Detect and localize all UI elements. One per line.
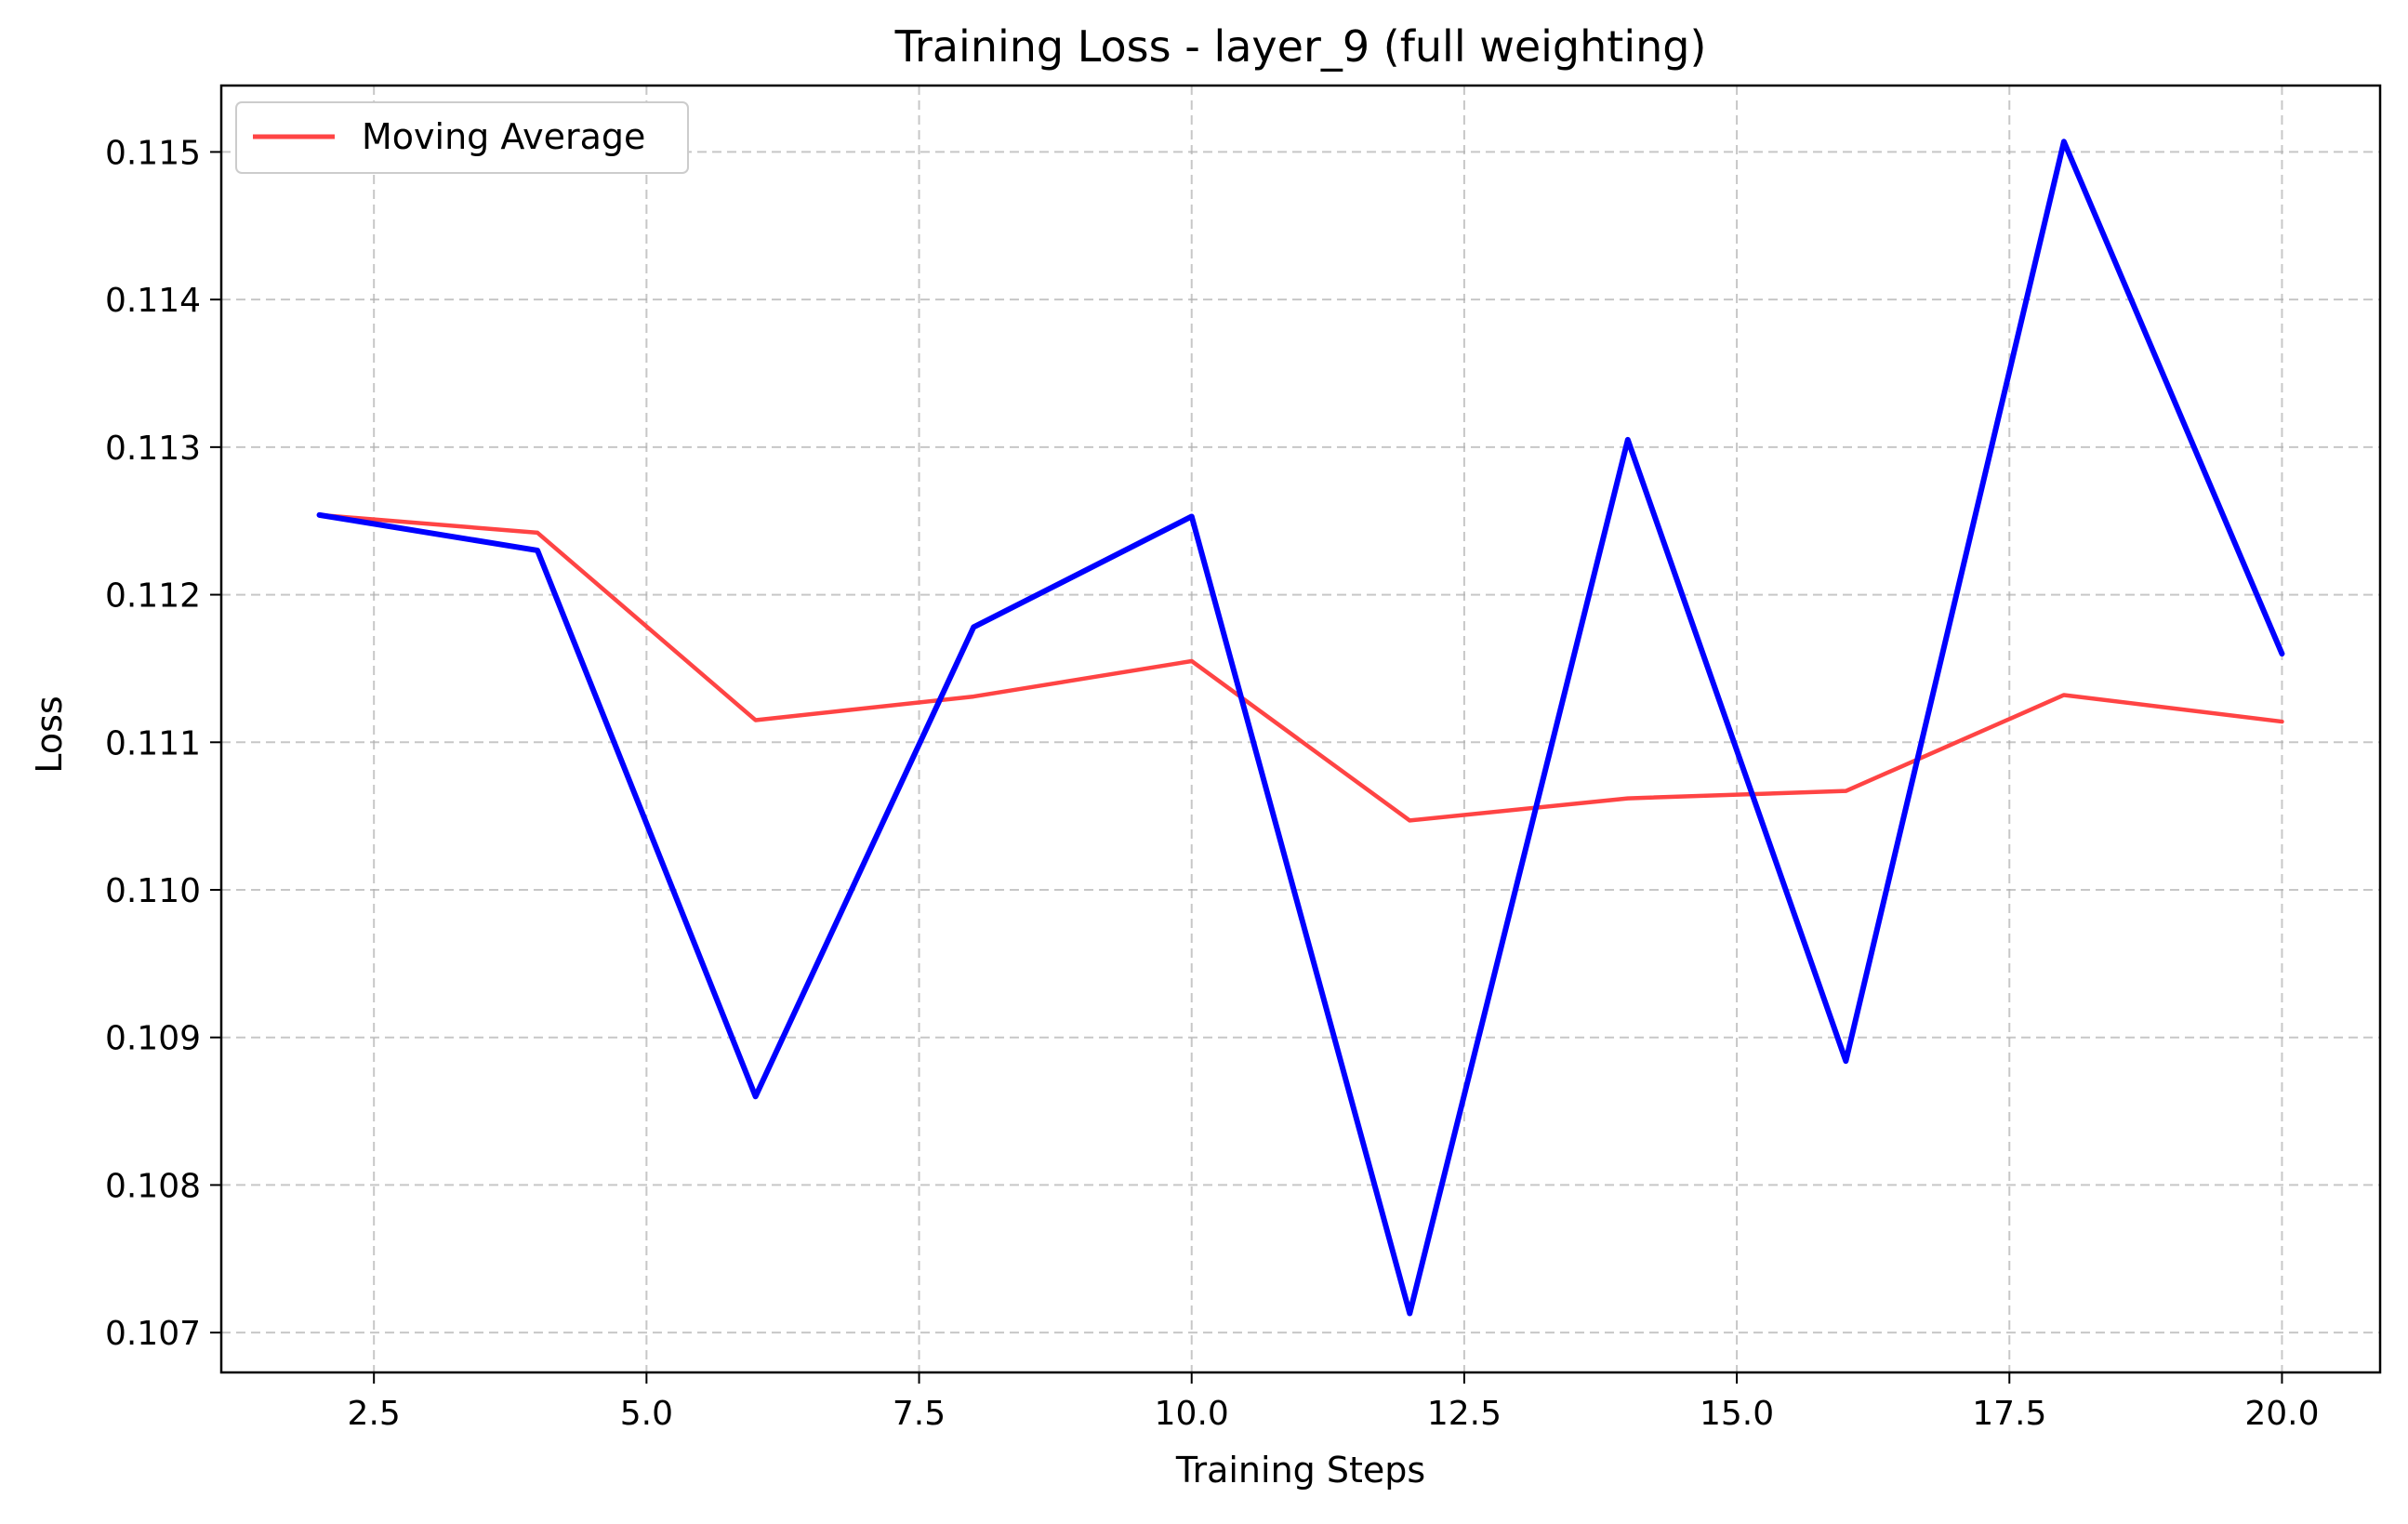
legend-label-moving-average: Moving Average [362,116,645,157]
x-tick-label: 20.0 [2244,1395,2319,1433]
x-tick-label: 12.5 [1427,1395,1502,1433]
axes-frame [219,84,2382,1374]
y-tick-label: 0.108 [105,1167,201,1205]
x-tick-label: 7.5 [893,1395,946,1433]
y-tick-label: 0.113 [105,430,201,468]
loss-line [316,139,2285,1317]
chart-title: Training Loss - layer_9 (full weighting) [894,21,1707,72]
y-tick-label: 0.107 [105,1315,201,1353]
y-tick-label: 0.115 [105,134,201,172]
x-tick-label: 5.0 [620,1395,673,1433]
y-axis-label: Loss [29,696,70,773]
x-tick-label: 15.0 [1700,1395,1774,1433]
moving-average-line [317,512,2284,823]
x-tick-label: 10.0 [1155,1395,1229,1433]
legend: Moving Average [235,101,689,174]
x-tick-label: 17.5 [1972,1395,2046,1433]
x-axis-label: Training Steps [1175,1450,1425,1491]
legend-box [235,101,689,174]
x-tick-label: 2.5 [348,1395,401,1433]
ticks: 2.5 5.0 7.5 10.0 12.5 15.0 17.5 20.0 0.107 0.108 0… [105,134,2320,1433]
y-tick-label: 0.109 [105,1020,201,1058]
y-tick-label: 0.114 [105,282,201,320]
y-tick-label: 0.112 [105,577,201,616]
series-lines [316,139,2285,1317]
y-tick-label: 0.111 [105,724,201,762]
y-tick-label: 0.110 [105,872,201,910]
